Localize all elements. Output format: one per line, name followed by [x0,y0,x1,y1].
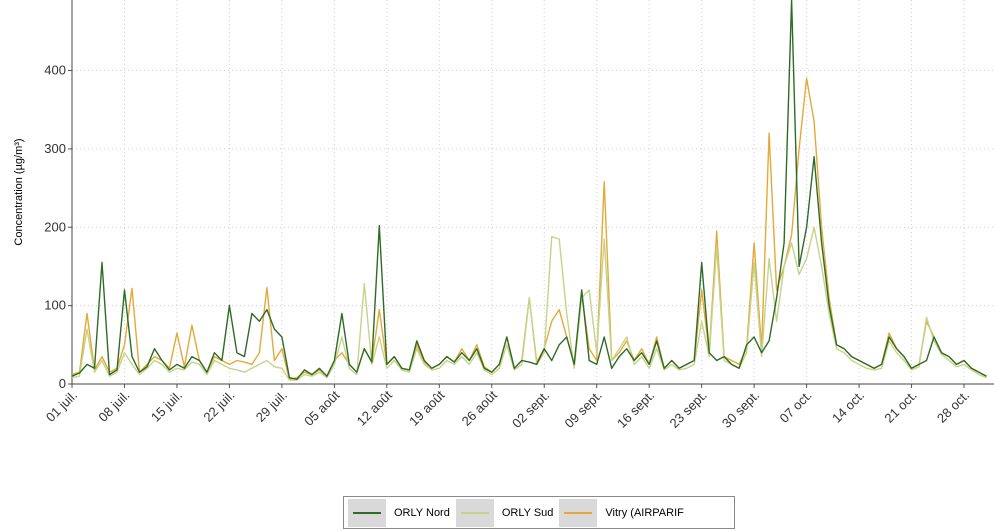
x-tick-label: 30 sept. [719,388,762,431]
x-tick-label: 02 sept. [509,388,552,431]
x-tick-label: 19 août [406,387,448,429]
legend-swatch [559,498,598,527]
legend-label: ORLY Sud [501,506,554,519]
x-tick-label: 05 août [301,387,343,429]
x-tick-label: 29 juil. [253,388,290,425]
x-tick-label: 23 sept. [666,388,709,431]
x-tick-label: 16 sept. [614,388,657,431]
x-tick-label: 01 juil. [43,388,80,425]
legend-label: Vitry (AIRPARIF [605,506,684,519]
legend-item: ORLY Sud [455,498,554,527]
y-axis-label: Concentration (µg/m³) [13,138,25,245]
x-tick-label: 07 oct. [777,388,815,426]
series-line-vitry-airparif [71,77,987,380]
legend-label: ORLY Nord [394,506,450,519]
x-tick-label: 09 sept. [562,388,605,431]
x-tick-label: 28 oct. [934,388,972,426]
x-tick-label: 15 juil. [148,388,185,425]
y-tick-label: 100 [44,298,66,313]
x-tick-label: 12 août [354,387,396,429]
y-tick-label: 200 [44,219,66,234]
x-tick-label: 08 juil. [95,388,132,425]
x-tick-label: 26 août [459,387,501,429]
y-tick-label: 0 [59,376,66,391]
x-tick-label: 14 oct. [829,388,867,426]
legend-swatch [455,498,494,527]
legend-item: Vitry (AIRPARIF [559,498,684,527]
y-tick-label: 300 [44,141,66,156]
legend: ORLY Nord ORLY Sud Vitry (AIRPARIF [343,496,735,529]
legend-item: ORLY Nord [348,498,450,527]
x-tick-label: 21 oct. [881,388,919,426]
series-line-orly-nord [71,0,987,380]
legend-swatch [348,498,386,527]
series-line-orly-sud [71,226,987,381]
line-chart: 0 100 200 300 400 01 juil. 08 juil. 15 juil. 22 … [13,0,994,431]
y-tick-label: 400 [44,63,66,78]
x-tick-label: 22 juil. [200,388,237,425]
